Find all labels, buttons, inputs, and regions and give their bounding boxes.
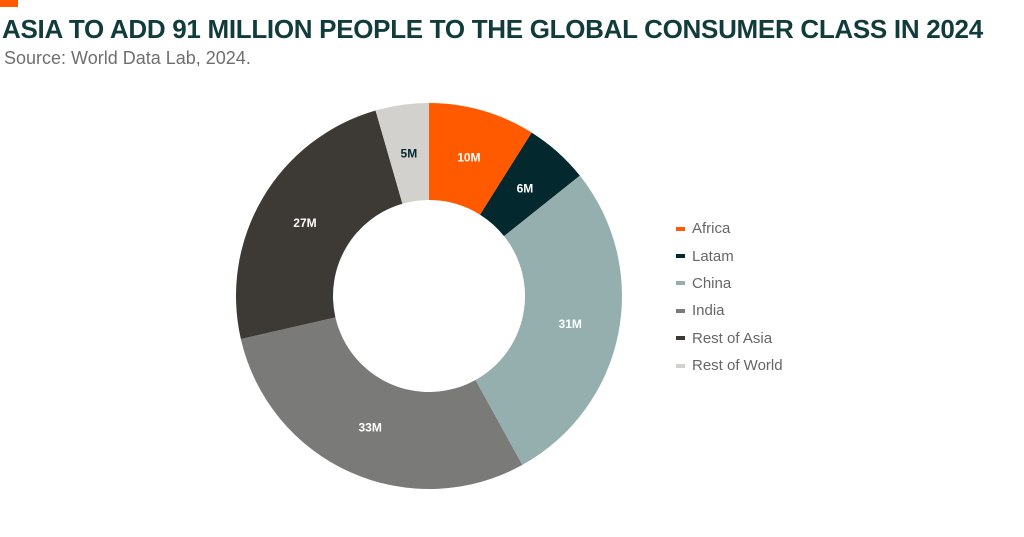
slice-china [475,175,623,465]
legend-item-rest-of-world: Rest of World [676,352,783,379]
legend-item-china: China [676,270,783,297]
chart-source: Source: World Data Lab, 2024. [4,48,251,68]
slice-africa [429,103,532,215]
data-label-rest-of-world: 5M [401,146,418,160]
legend-label-china: China [692,274,732,292]
chart-legend: Africa Latam China India Rest of Asia Rest of… [676,215,783,379]
data-label-china: 31M [559,317,582,331]
data-label-rest-of-asia: 27M [293,216,316,230]
legend-label-latam: Latam [692,247,734,265]
data-label-africa: 10M [457,151,480,165]
legend-label-rest-of-world: Rest of World [692,357,783,375]
data-label-india: 33M [359,420,382,434]
legend-swatch-china [676,281,685,286]
legend-item-africa: Africa [676,215,783,242]
legend-swatch-rest-of-asia [676,336,685,341]
slice-india [240,317,523,489]
legend-swatch-africa [676,226,685,231]
legend-item-rest-of-asia: Rest of Asia [676,325,783,352]
legend-label-africa: Africa [692,220,731,238]
chart-title: ASIA TO ADD 91 MILLION PEOPLE TO THE GLO… [2,14,983,44]
legend-label-rest-of-asia: Rest of Asia [692,329,773,347]
legend-label-india: India [692,302,725,320]
slice-rest-of-world [375,103,429,204]
legend-swatch-rest-of-world [676,363,685,368]
legend-swatch-india [676,308,685,313]
title-accent-bar [0,0,18,7]
slice-latam [480,132,580,237]
legend-item-india: India [676,297,783,324]
data-label-latam: 6M [517,182,534,196]
legend-swatch-latam [676,254,685,259]
slice-rest-of-asia [236,110,403,339]
legend-item-latam: Latam [676,242,783,269]
